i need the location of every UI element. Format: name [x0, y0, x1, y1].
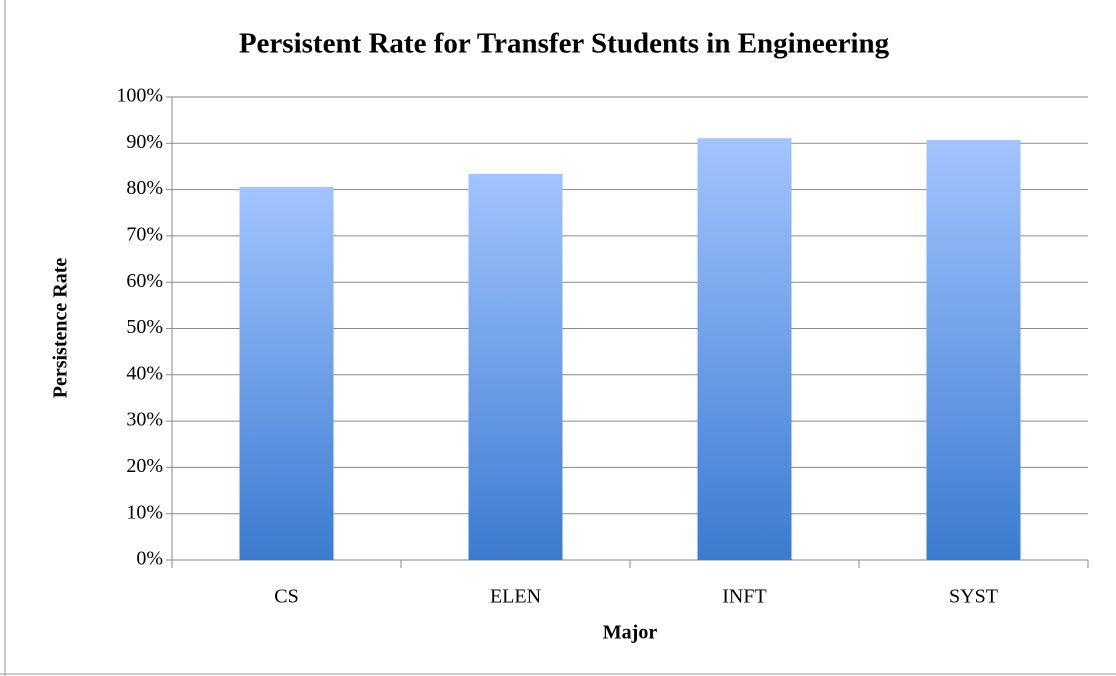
y-tick-label: 50%	[126, 316, 163, 338]
chart-title: Persistent Rate for Transfer Students in…	[239, 28, 890, 60]
y-tick-label: 70%	[126, 223, 163, 245]
y-tick-label: 60%	[126, 270, 163, 292]
x-tick-label: ELEN	[490, 586, 541, 608]
x-tick-label: SYST	[949, 586, 998, 608]
y-tick-label: 90%	[126, 131, 163, 153]
x-tick-label: INFT	[722, 586, 766, 608]
y-tick-label: 40%	[126, 362, 163, 384]
y-tick-label: 20%	[126, 455, 163, 477]
y-tick-label: 100%	[116, 85, 163, 107]
y-axis-label: Persistence Rate	[50, 258, 72, 399]
bar	[468, 173, 563, 560]
bar	[697, 138, 792, 560]
y-tick-label: 0%	[136, 548, 163, 570]
y-tick-label: 80%	[126, 177, 163, 199]
y-tick-label: 10%	[126, 501, 163, 523]
bar	[239, 186, 334, 560]
y-tick-label: 30%	[126, 409, 163, 431]
bar	[926, 140, 1021, 560]
x-tick-label: CS	[274, 586, 298, 608]
x-axis-label: Major	[603, 622, 658, 644]
